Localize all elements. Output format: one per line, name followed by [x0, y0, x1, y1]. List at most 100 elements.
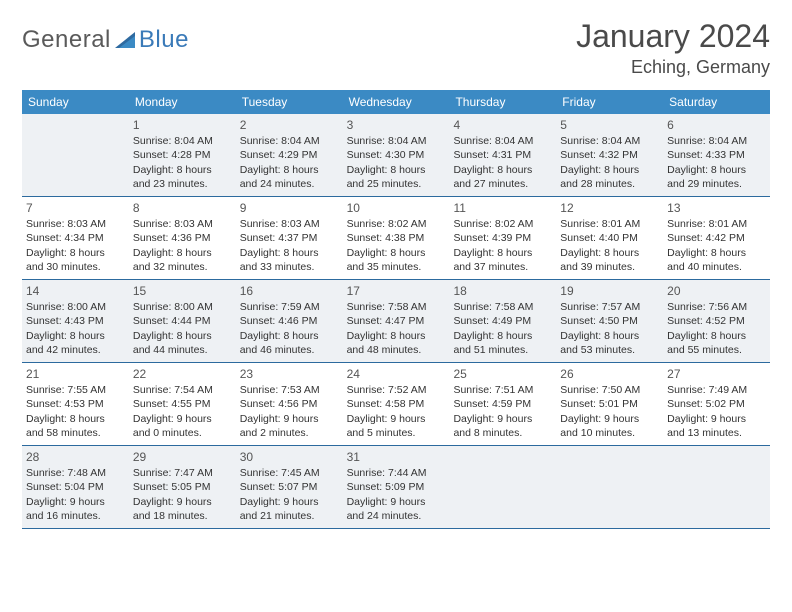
logo-text-general: General	[22, 26, 111, 54]
calendar-cell: 14Sunrise: 8:00 AMSunset: 4:43 PMDayligh…	[22, 280, 129, 362]
calendar-cell	[556, 446, 663, 528]
sunset-text: Sunset: 5:05 PM	[133, 480, 232, 494]
daylight1-text: Daylight: 9 hours	[347, 412, 446, 426]
calendar-cell: 5Sunrise: 8:04 AMSunset: 4:32 PMDaylight…	[556, 114, 663, 196]
week-row: 28Sunrise: 7:48 AMSunset: 5:04 PMDayligh…	[22, 446, 770, 529]
daylight2-text: and 21 minutes.	[240, 509, 339, 523]
logo-sail-icon	[113, 30, 137, 50]
daylight1-text: Daylight: 8 hours	[133, 163, 232, 177]
sunset-text: Sunset: 4:33 PM	[667, 148, 766, 162]
logo-text-blue: Blue	[139, 26, 189, 54]
day-number: 19	[560, 283, 659, 299]
sunset-text: Sunset: 4:30 PM	[347, 148, 446, 162]
sunset-text: Sunset: 4:46 PM	[240, 314, 339, 328]
daylight1-text: Daylight: 8 hours	[453, 329, 552, 343]
daylight2-text: and 35 minutes.	[347, 260, 446, 274]
day-number: 6	[667, 117, 766, 133]
daylight2-text: and 40 minutes.	[667, 260, 766, 274]
sunset-text: Sunset: 5:04 PM	[26, 480, 125, 494]
sunrise-text: Sunrise: 8:04 AM	[133, 134, 232, 148]
day-number: 25	[453, 366, 552, 382]
daylight2-text: and 30 minutes.	[26, 260, 125, 274]
daylight1-text: Daylight: 8 hours	[667, 163, 766, 177]
calendar-cell: 8Sunrise: 8:03 AMSunset: 4:36 PMDaylight…	[129, 197, 236, 279]
calendar-cell: 19Sunrise: 7:57 AMSunset: 4:50 PMDayligh…	[556, 280, 663, 362]
sunrise-text: Sunrise: 8:02 AM	[347, 217, 446, 231]
sunrise-text: Sunrise: 7:50 AM	[560, 383, 659, 397]
daylight1-text: Daylight: 8 hours	[26, 329, 125, 343]
sunset-text: Sunset: 4:32 PM	[560, 148, 659, 162]
calendar-cell: 13Sunrise: 8:01 AMSunset: 4:42 PMDayligh…	[663, 197, 770, 279]
daylight1-text: Daylight: 9 hours	[133, 412, 232, 426]
dayhead-saturday: Saturday	[663, 90, 770, 114]
day-number: 14	[26, 283, 125, 299]
sunrise-text: Sunrise: 7:58 AM	[453, 300, 552, 314]
day-number: 13	[667, 200, 766, 216]
calendar: Sunday Monday Tuesday Wednesday Thursday…	[22, 90, 770, 529]
daylight2-text: and 24 minutes.	[240, 177, 339, 191]
day-number: 21	[26, 366, 125, 382]
calendar-cell: 9Sunrise: 8:03 AMSunset: 4:37 PMDaylight…	[236, 197, 343, 279]
day-number: 18	[453, 283, 552, 299]
day-number: 31	[347, 449, 446, 465]
dayhead-wednesday: Wednesday	[343, 90, 450, 114]
sunset-text: Sunset: 4:55 PM	[133, 397, 232, 411]
daylight2-text: and 8 minutes.	[453, 426, 552, 440]
calendar-cell	[22, 114, 129, 196]
daylight2-text: and 0 minutes.	[133, 426, 232, 440]
sunset-text: Sunset: 4:43 PM	[26, 314, 125, 328]
day-number: 26	[560, 366, 659, 382]
sunrise-text: Sunrise: 7:58 AM	[347, 300, 446, 314]
sunset-text: Sunset: 4:58 PM	[347, 397, 446, 411]
calendar-cell: 28Sunrise: 7:48 AMSunset: 5:04 PMDayligh…	[22, 446, 129, 528]
sunrise-text: Sunrise: 7:51 AM	[453, 383, 552, 397]
daylight2-text: and 27 minutes.	[453, 177, 552, 191]
sunrise-text: Sunrise: 7:56 AM	[667, 300, 766, 314]
calendar-cell: 11Sunrise: 8:02 AMSunset: 4:39 PMDayligh…	[449, 197, 556, 279]
week-row: 14Sunrise: 8:00 AMSunset: 4:43 PMDayligh…	[22, 280, 770, 363]
dayhead-tuesday: Tuesday	[236, 90, 343, 114]
day-number: 22	[133, 366, 232, 382]
sunrise-text: Sunrise: 7:45 AM	[240, 466, 339, 480]
day-number: 2	[240, 117, 339, 133]
calendar-cell	[449, 446, 556, 528]
sunset-text: Sunset: 4:47 PM	[347, 314, 446, 328]
daylight1-text: Daylight: 8 hours	[26, 412, 125, 426]
sunrise-text: Sunrise: 7:44 AM	[347, 466, 446, 480]
sunrise-text: Sunrise: 8:04 AM	[347, 134, 446, 148]
sunset-text: Sunset: 4:40 PM	[560, 231, 659, 245]
day-number: 1	[133, 117, 232, 133]
daylight2-text: and 33 minutes.	[240, 260, 339, 274]
daylight1-text: Daylight: 8 hours	[240, 163, 339, 177]
calendar-cell	[663, 446, 770, 528]
calendar-cell: 6Sunrise: 8:04 AMSunset: 4:33 PMDaylight…	[663, 114, 770, 196]
week-row: 7Sunrise: 8:03 AMSunset: 4:34 PMDaylight…	[22, 197, 770, 280]
sunrise-text: Sunrise: 7:48 AM	[26, 466, 125, 480]
daylight2-text: and 32 minutes.	[133, 260, 232, 274]
daylight2-text: and 46 minutes.	[240, 343, 339, 357]
title-block: January 2024 Eching, Germany	[576, 18, 770, 78]
calendar-cell: 30Sunrise: 7:45 AMSunset: 5:07 PMDayligh…	[236, 446, 343, 528]
sunset-text: Sunset: 4:52 PM	[667, 314, 766, 328]
day-number: 10	[347, 200, 446, 216]
daylight1-text: Daylight: 8 hours	[26, 246, 125, 260]
sunset-text: Sunset: 4:59 PM	[453, 397, 552, 411]
daylight1-text: Daylight: 8 hours	[240, 246, 339, 260]
sunrise-text: Sunrise: 8:03 AM	[133, 217, 232, 231]
day-number: 4	[453, 117, 552, 133]
daylight1-text: Daylight: 8 hours	[560, 329, 659, 343]
daylight2-text: and 23 minutes.	[133, 177, 232, 191]
sunset-text: Sunset: 4:44 PM	[133, 314, 232, 328]
day-number: 12	[560, 200, 659, 216]
sunset-text: Sunset: 4:36 PM	[133, 231, 232, 245]
calendar-cell: 17Sunrise: 7:58 AMSunset: 4:47 PMDayligh…	[343, 280, 450, 362]
week-row: 1Sunrise: 8:04 AMSunset: 4:28 PMDaylight…	[22, 114, 770, 197]
sunset-text: Sunset: 4:34 PM	[26, 231, 125, 245]
daylight1-text: Daylight: 8 hours	[133, 246, 232, 260]
day-number: 15	[133, 283, 232, 299]
daylight2-text: and 2 minutes.	[240, 426, 339, 440]
daylight1-text: Daylight: 8 hours	[453, 246, 552, 260]
daylight1-text: Daylight: 8 hours	[560, 163, 659, 177]
day-number: 24	[347, 366, 446, 382]
sunrise-text: Sunrise: 7:49 AM	[667, 383, 766, 397]
